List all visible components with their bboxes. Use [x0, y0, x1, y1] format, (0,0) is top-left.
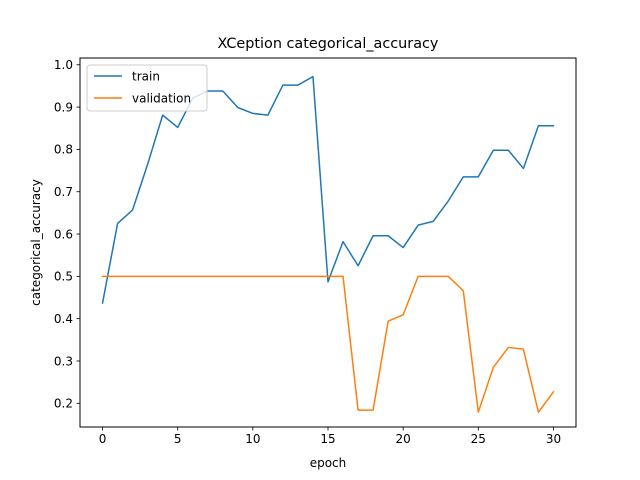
- data-point-validation: [311, 275, 314, 278]
- y-tick-label: 1.0: [54, 58, 73, 72]
- data-point-validation: [522, 348, 525, 351]
- data-point-train: [221, 90, 224, 93]
- data-point-validation: [507, 346, 510, 349]
- data-point-train: [357, 264, 360, 267]
- data-point-validation: [191, 275, 194, 278]
- data-point-train: [372, 234, 375, 237]
- x-tick-label: 0: [99, 432, 107, 446]
- y-tick-label: 0.3: [54, 354, 73, 368]
- data-point-validation: [221, 275, 224, 278]
- data-point-validation: [131, 275, 134, 278]
- data-point-train: [146, 163, 149, 166]
- data-point-train: [387, 234, 390, 237]
- data-point-validation: [372, 409, 375, 412]
- legend-label-train: train: [132, 69, 160, 83]
- data-point-validation: [266, 275, 269, 278]
- data-point-validation: [342, 275, 345, 278]
- y-tick-label: 0.8: [54, 143, 73, 157]
- y-axis: 0.2 0.3 0.4 0.5 0.6 0.7 0.8 0.9 1.0: [54, 58, 80, 411]
- data-point-validation: [101, 275, 104, 278]
- data-point-train: [417, 224, 420, 227]
- data-point-train: [492, 149, 495, 152]
- data-point-validation: [236, 275, 239, 278]
- data-point-validation: [477, 411, 480, 414]
- data-point-validation: [552, 390, 555, 393]
- data-point-train: [432, 220, 435, 223]
- data-point-validation: [417, 275, 420, 278]
- y-tick-label: 0.5: [54, 270, 73, 284]
- data-point-train: [281, 84, 284, 87]
- x-axis-label: epoch: [310, 456, 347, 470]
- data-point-train: [327, 280, 330, 283]
- data-point-train: [537, 124, 540, 127]
- data-point-validation: [447, 275, 450, 278]
- data-point-train: [266, 114, 269, 117]
- x-tick-label: 5: [174, 432, 182, 446]
- chart-title: XCeption categorical_accuracy: [218, 36, 439, 52]
- data-point-validation: [296, 275, 299, 278]
- data-point-validation: [387, 320, 390, 323]
- x-tick-label: 30: [546, 432, 561, 446]
- data-point-validation: [492, 366, 495, 369]
- x-tick-label: 20: [396, 432, 411, 446]
- data-point-validation: [327, 275, 330, 278]
- data-point-validation: [161, 275, 164, 278]
- series-line-validation: [101, 275, 555, 413]
- data-point-train: [522, 167, 525, 170]
- data-point-validation: [357, 409, 360, 412]
- data-point-train: [161, 114, 164, 117]
- data-point-train: [462, 175, 465, 178]
- x-axis: 0 5 10 15 20 25 30: [99, 427, 561, 446]
- data-point-validation: [176, 275, 179, 278]
- data-point-train: [507, 149, 510, 152]
- legend-label-validation: validation: [132, 91, 191, 105]
- data-point-validation: [206, 275, 209, 278]
- data-point-train: [236, 106, 239, 109]
- y-tick-label: 0.4: [54, 312, 73, 326]
- data-point-validation: [462, 289, 465, 292]
- x-tick-label: 25: [471, 432, 486, 446]
- data-point-validation: [402, 313, 405, 316]
- data-point-validation: [116, 275, 119, 278]
- y-tick-label: 0.6: [54, 227, 73, 241]
- data-point-train: [251, 112, 254, 115]
- data-point-validation: [537, 411, 540, 414]
- data-point-train: [296, 84, 299, 87]
- y-tick-label: 0.2: [54, 397, 73, 411]
- data-point-train: [342, 240, 345, 243]
- legend: train validation: [86, 64, 208, 112]
- data-point-train: [101, 302, 104, 305]
- data-point-validation: [146, 275, 149, 278]
- plot-frame: [79, 57, 577, 428]
- data-point-validation: [251, 275, 254, 278]
- data-point-train: [311, 75, 314, 78]
- data-point-train: [447, 200, 450, 203]
- y-tick-label: 0.7: [54, 185, 73, 199]
- x-tick-label: 15: [320, 432, 335, 446]
- y-tick-label: 0.9: [54, 100, 73, 114]
- data-point-validation: [432, 275, 435, 278]
- data-point-train: [552, 124, 555, 127]
- data-point-train: [116, 222, 119, 225]
- y-axis-label: categorical_accuracy: [29, 179, 43, 306]
- series-layer: [101, 75, 555, 414]
- data-point-train: [176, 126, 179, 129]
- x-tick-label: 10: [245, 432, 260, 446]
- data-point-train: [402, 246, 405, 249]
- data-point-train: [131, 208, 134, 211]
- data-point-train: [477, 175, 480, 178]
- series-line-train: [101, 75, 555, 304]
- data-point-validation: [281, 275, 284, 278]
